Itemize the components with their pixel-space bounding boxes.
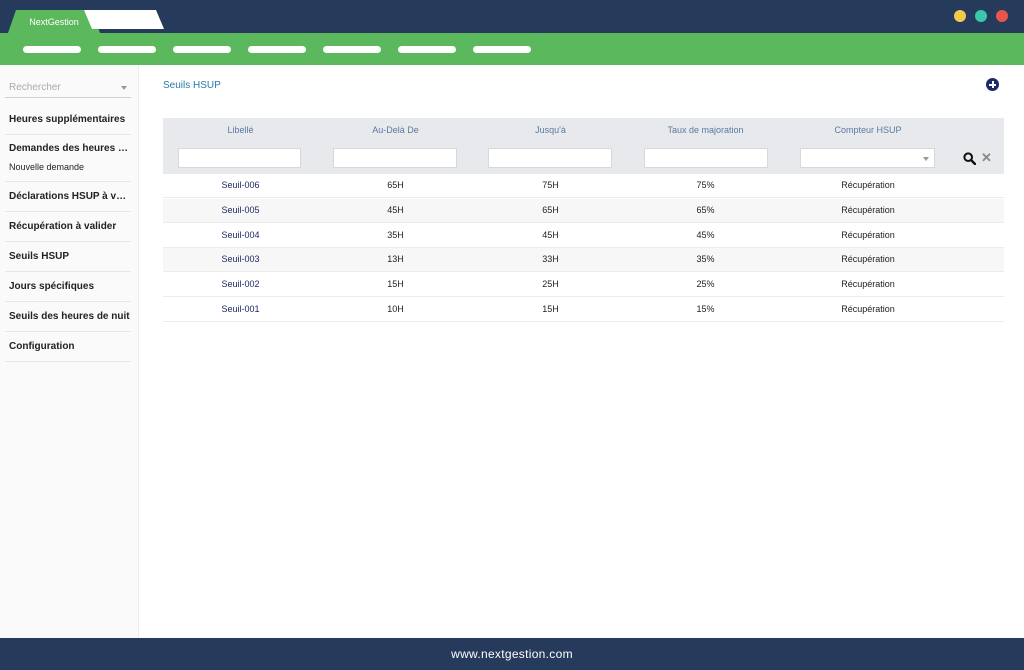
cell-jusqua: 15H [542,304,559,314]
cell-compteur: Récupération [841,279,895,289]
title-bar: NextGestion [0,0,1024,33]
column-header-compteur: Compteur HSUP [834,125,902,135]
filter-au-dela-de-input[interactable] [333,148,457,168]
maximize-dot[interactable] [975,10,987,22]
sidebar-item-configuration[interactable]: Configuration [5,332,131,362]
menu-item-1[interactable] [23,46,81,53]
menu-bar [0,33,1024,65]
cell-taux: 15% [696,304,715,314]
cell-jusqua: 65H [542,205,559,215]
cell-libelle[interactable]: Seuil-005 [221,205,260,215]
table-header: Libellé Au-Delà De Jusqu'à Taux de major… [163,118,1004,174]
minimize-dot[interactable] [954,10,966,22]
cell-libelle[interactable]: Seuil-001 [221,304,260,314]
cell-compteur: Récupération [841,254,895,264]
close-icon[interactable]: ✕ [981,150,992,165]
cell-compteur: Récupération [841,304,895,314]
cell-taux: 45% [696,230,715,240]
cell-libelle[interactable]: Seuil-004 [221,230,260,240]
cell-taux: 35% [696,254,715,264]
menu-item-6[interactable] [398,46,456,53]
cell-au-dela-de: 10H [387,304,404,314]
sidebar-item-label: Jours spécifiques [9,281,95,292]
column-header-au-dela-de: Au-Delà De [372,125,419,135]
cell-compteur: Récupération [841,205,895,215]
cell-libelle[interactable]: Seuil-006 [221,180,260,190]
table-row[interactable]: Seuil-006 65H 75H 75% Récupération [163,174,1004,198]
filter-taux-input[interactable] [644,148,768,168]
menu-item-4[interactable] [248,46,306,53]
cell-jusqua: 45H [542,230,559,240]
sidebar: Rechercher Heures supplémentaires Demand… [0,65,139,638]
sidebar-item-recuperation[interactable]: Récupération à valider [5,212,131,242]
cell-taux: 65% [696,205,715,215]
footer-website-link[interactable]: www.nextgestion.com [451,647,573,661]
table-row[interactable]: Seuil-005 45H 65H 65% Récupération [163,199,1004,223]
tab-nextgestion[interactable]: NextGestion [8,10,100,33]
sidebar-item-label: Déclarations HSUP à valider [9,191,131,202]
sidebar-item-label: Configuration [9,341,75,352]
filter-jusqua-input[interactable] [488,148,612,168]
table-row[interactable]: Seuil-002 15H 25H 25% Récupération [163,273,1004,297]
menu-item-3[interactable] [173,46,231,53]
sidebar-item-jours-specifiques[interactable]: Jours spécifiques [5,272,131,302]
footer: www.nextgestion.com [0,638,1024,670]
cell-jusqua: 25H [542,279,559,289]
cell-au-dela-de: 65H [387,180,404,190]
column-header-taux: Taux de majoration [667,125,744,135]
menu-item-7[interactable] [473,46,531,53]
sidebar-item-declarations[interactable]: Déclarations HSUP à valider [5,182,131,212]
cell-au-dela-de: 15H [387,279,404,289]
cell-au-dela-de: 45H [387,205,404,215]
tab-blank[interactable] [84,10,164,29]
filter-compteur-select[interactable] [800,148,935,168]
chevron-down-icon [121,86,127,90]
sidebar-item-label: Récupération à valider [9,221,117,232]
table-row[interactable]: Seuil-001 10H 15H 15% Récupération [163,298,1004,322]
table-row[interactable]: Seuil-004 35H 45H 45% Récupération [163,224,1004,248]
sidebar-item-heures-supplementaires[interactable]: Heures supplémentaires [5,105,131,135]
cell-au-dela-de: 35H [387,230,404,240]
add-circle-icon[interactable] [986,78,999,91]
sidebar-item-label: Demandes des heures supplémentaires [9,143,131,154]
cell-libelle[interactable]: Seuil-002 [221,279,260,289]
sidebar-item-label: Heures supplémentaires [9,114,126,125]
menu-item-2[interactable] [98,46,156,53]
cell-jusqua: 33H [542,254,559,264]
search-icon[interactable] [963,152,976,165]
column-header-jusqua: Jusqu'à [535,125,566,135]
cell-taux: 75% [696,180,715,190]
menu-item-5[interactable] [323,46,381,53]
breadcrumb[interactable]: Seuils HSUP [163,80,221,91]
sidebar-item-label: Seuils HSUP [9,251,70,262]
cell-compteur: Récupération [841,180,895,190]
sidebar-search-input[interactable]: Rechercher [5,78,131,98]
sidebar-item-label: Seuils des heures de nuit [9,311,130,322]
cell-jusqua: 75H [542,180,559,190]
cell-libelle[interactable]: Seuil-003 [221,254,260,264]
sidebar-item-seuils-nuit[interactable]: Seuils des heures de nuit [5,302,131,332]
column-header-libelle: Libellé [227,125,254,135]
close-dot[interactable] [996,10,1008,22]
sidebar-item-demandes[interactable]: Demandes des heures supplémentaires Nouv… [5,135,131,182]
tab-nextgestion-label: NextGestion [29,17,79,27]
cell-au-dela-de: 13H [387,254,404,264]
sidebar-search-placeholder: Rechercher [9,82,61,93]
sidebar-item-seuils-hsup[interactable]: Seuils HSUP [5,242,131,272]
cell-compteur: Récupération [841,230,895,240]
chevron-down-icon [923,157,929,161]
cell-taux: 25% [696,279,715,289]
table-row[interactable]: Seuil-003 13H 33H 35% Récupération [163,248,1004,272]
sidebar-subitem-nouvelle-demande[interactable]: Nouvelle demande [9,162,85,172]
filter-libelle-input[interactable] [178,148,301,168]
